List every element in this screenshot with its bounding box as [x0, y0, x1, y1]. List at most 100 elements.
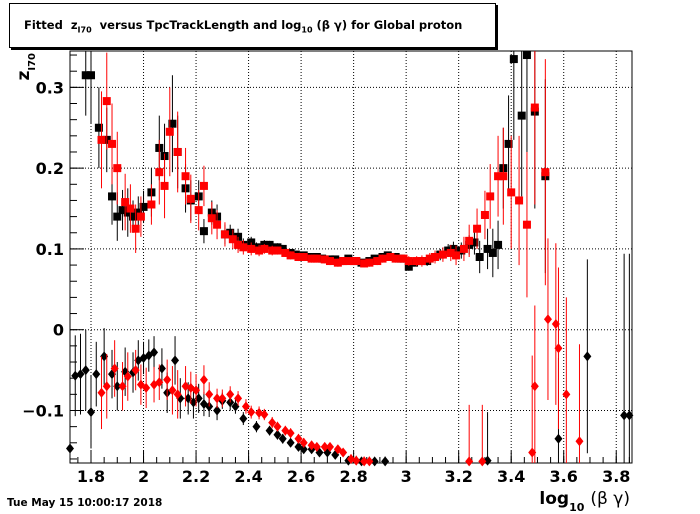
- data-point-diamond: [241, 401, 250, 412]
- data-point-diamond: [381, 456, 390, 467]
- data-point-square: [199, 227, 208, 236]
- data-point-square: [347, 257, 355, 266]
- data-point-square: [446, 248, 455, 257]
- series-3: [97, 238, 584, 467]
- data-point-square: [281, 248, 290, 257]
- data-point-square: [126, 204, 135, 213]
- data-point-square: [278, 244, 287, 253]
- grid-lines: [70, 51, 632, 463]
- data-point-square: [399, 254, 408, 263]
- data-point-square: [108, 139, 117, 148]
- data-point-square: [299, 253, 308, 261]
- data-point-diamond: [370, 456, 379, 467]
- data-point-square: [134, 208, 143, 217]
- data-point-square: [522, 220, 531, 229]
- title-log-sub: 10: [301, 25, 313, 35]
- data-point-square: [488, 248, 497, 257]
- data-point-square: [386, 253, 395, 261]
- data-point-square: [404, 262, 413, 271]
- data-point-diamond: [192, 385, 201, 396]
- x-tick-label: 2.8: [339, 467, 367, 486]
- data-point-square: [113, 164, 122, 173]
- data-point-diamond: [286, 437, 295, 448]
- data-point-diamond: [226, 389, 235, 400]
- data-point-square: [325, 257, 334, 266]
- data-point-diamond: [87, 407, 96, 418]
- data-point-square: [123, 208, 132, 217]
- data-point-diamond: [234, 393, 243, 404]
- data-point-square: [365, 258, 374, 267]
- data-point-square: [486, 192, 495, 201]
- data-point-square: [165, 127, 174, 136]
- x-tick-label: 3: [401, 467, 412, 486]
- data-point-diamond: [218, 393, 227, 404]
- data-point-diamond: [131, 365, 140, 376]
- data-point-diamond: [360, 456, 369, 467]
- y-axis-title-main: z: [14, 71, 34, 81]
- x-tick-label: 3.8: [602, 467, 630, 486]
- data-point-diamond: [247, 407, 256, 418]
- data-point-square: [475, 253, 484, 261]
- chart-title-box: Fitted zI70 versus TpcTrackLength and lo…: [9, 3, 496, 48]
- y-axis-title-sub: I70: [27, 53, 38, 71]
- data-point-square: [136, 212, 145, 221]
- data-point-square: [404, 257, 413, 266]
- data-point-square: [81, 71, 90, 80]
- data-point-diamond: [194, 393, 203, 404]
- data-point-diamond: [320, 441, 329, 452]
- data-point-square: [160, 181, 169, 190]
- data-point-square: [530, 103, 539, 112]
- data-point-square: [155, 168, 164, 177]
- data-point-square: [417, 257, 426, 266]
- data-point-square: [312, 254, 321, 263]
- data-point-diamond: [543, 314, 552, 325]
- x-tick-label: 1.8: [77, 467, 105, 486]
- data-point-square: [438, 250, 447, 259]
- data-point-square: [228, 235, 237, 244]
- data-point-diamond: [352, 455, 361, 466]
- y-tick-label: 0.1: [36, 240, 64, 259]
- x-tick-label: 3.4: [497, 467, 525, 486]
- data-point-diamond: [155, 377, 164, 388]
- title-var: z: [70, 18, 78, 32]
- data-point-diamond: [213, 393, 222, 404]
- data-point-square: [517, 111, 526, 120]
- data-point-diamond: [260, 409, 269, 420]
- data-point-diamond: [273, 429, 282, 440]
- x-axis-title: log10 (β γ): [539, 489, 630, 514]
- data-point-diamond: [478, 456, 487, 467]
- x-axis-title-rest: (β γ): [590, 489, 630, 509]
- data-point-square: [449, 244, 458, 253]
- data-points: [66, 51, 634, 467]
- data-point-square: [412, 257, 421, 266]
- data-point-square: [509, 55, 518, 64]
- data-point-square: [431, 253, 440, 261]
- data-point-square: [294, 253, 303, 261]
- data-point-square: [207, 214, 216, 223]
- data-point-diamond: [528, 447, 537, 458]
- data-point-square: [459, 244, 468, 253]
- data-point-diamond: [583, 351, 592, 362]
- data-point-diamond: [118, 381, 127, 392]
- data-point-square: [483, 244, 492, 253]
- x-tick-label: 2.4: [234, 467, 262, 486]
- data-point-diamond: [299, 444, 308, 455]
- data-point-diamond: [325, 441, 334, 452]
- chart-title: Fitted zI70 versus TpcTrackLength and lo…: [24, 18, 462, 34]
- data-point-square: [102, 97, 111, 106]
- data-point-diamond: [113, 381, 122, 392]
- data-point-square: [504, 139, 513, 148]
- data-point-square: [199, 181, 208, 190]
- data-point-diamond: [265, 425, 274, 436]
- x-tick-label: 3.2: [445, 467, 473, 486]
- data-point-square: [226, 228, 235, 237]
- data-point-diamond: [286, 428, 295, 439]
- data-point-diamond: [239, 413, 248, 424]
- data-point-diamond: [620, 410, 629, 421]
- data-point-diamond: [299, 437, 308, 448]
- series-1: [97, 51, 550, 298]
- data-point-square: [194, 206, 203, 215]
- data-point-square: [425, 254, 434, 263]
- title-var-sub: I70: [77, 25, 92, 35]
- data-point-diamond: [278, 433, 287, 444]
